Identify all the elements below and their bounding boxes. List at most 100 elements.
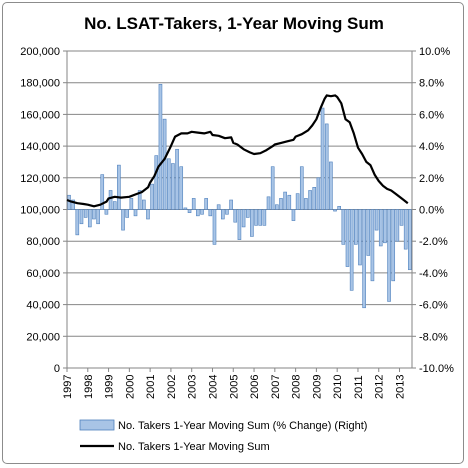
bar	[191, 198, 196, 210]
legend-bar-label: No. Takers 1-Year Moving Sum (% Change) …	[118, 420, 367, 432]
right-axis-labels: -10.0% -8.0% -6.0% -4.0% -2.0% 0.0% 2.0% 4.0% 6.…	[419, 46, 454, 375]
bar	[216, 204, 221, 210]
left-tick-label: 40,000	[26, 300, 60, 312]
bar	[121, 209, 125, 231]
bar	[308, 190, 312, 210]
x-tick-label: 2004	[207, 375, 219, 399]
x-tick-label: 2007	[270, 375, 282, 399]
bar	[245, 209, 250, 218]
bar	[295, 193, 300, 210]
bar	[266, 196, 271, 210]
gridlines	[67, 50, 412, 337]
x-axis-labels: 1997 1998 1999 2000 2001 2002 2003 2004 2005 2006…	[62, 375, 407, 399]
bar	[187, 209, 192, 213]
bar	[112, 201, 117, 210]
bar	[329, 161, 333, 210]
chart-title: No. LSAT-Takers, 1-Year Moving Sum	[84, 14, 384, 33]
right-tick-label: 8.0%	[419, 78, 444, 90]
bar	[374, 209, 379, 231]
right-tick-label: -2.0%	[419, 236, 448, 248]
bar	[341, 209, 346, 245]
bar	[67, 194, 71, 210]
right-tick-label: 6.0%	[419, 109, 444, 121]
bar	[391, 209, 396, 282]
bar	[270, 166, 275, 210]
bar	[179, 166, 184, 210]
bar	[104, 209, 109, 215]
bar	[200, 209, 204, 215]
bar	[171, 163, 175, 210]
bar	[316, 177, 321, 210]
right-tick-label: -4.0%	[419, 268, 448, 280]
legend-line-label: No. Takers 1-Year Moving Sum	[118, 441, 270, 453]
x-tick-label: 2009	[311, 375, 323, 399]
bar-series	[67, 83, 412, 309]
bar	[125, 209, 129, 218]
bar	[408, 209, 412, 271]
bar	[75, 209, 80, 236]
bar	[366, 209, 371, 256]
x-tick-label: 1999	[104, 375, 116, 399]
bar	[154, 155, 159, 210]
x-tick-label: 2011	[353, 375, 365, 399]
bar	[237, 209, 242, 240]
left-axis-labels: 0 20,000 40,000 60,000 80,000 100,000 120,000 1…	[20, 46, 60, 375]
bar	[287, 194, 292, 210]
bar	[166, 158, 171, 210]
bar	[133, 209, 138, 217]
bar	[383, 209, 387, 244]
x-tick-label: 2006	[249, 375, 261, 399]
right-tick-label: -10.0%	[419, 363, 454, 375]
bar	[83, 209, 88, 218]
bar	[250, 209, 254, 237]
bar	[345, 209, 350, 267]
right-tick-label: 10.0%	[419, 46, 450, 58]
bar	[137, 190, 142, 210]
legend: No. Takers 1-Year Moving Sum (% Change) …	[79, 419, 367, 453]
axes	[63, 50, 416, 372]
bar	[399, 209, 404, 226]
right-tick-label: 0.0%	[419, 205, 444, 217]
bar	[304, 198, 308, 210]
bar	[175, 148, 179, 210]
x-tick-label: 2010	[332, 375, 344, 399]
bar	[196, 209, 200, 217]
bar	[220, 209, 225, 220]
x-tick-label: 2000	[124, 375, 136, 399]
bar	[395, 209, 400, 242]
bar	[79, 209, 84, 225]
legend-bar-swatch	[79, 419, 115, 431]
left-tick-label: 100,000	[20, 205, 60, 217]
bar	[100, 174, 105, 210]
right-tick-label: -6.0%	[419, 300, 448, 312]
bar	[146, 209, 150, 220]
right-tick-label: 4.0%	[419, 141, 444, 153]
bar	[225, 209, 229, 215]
bar	[291, 209, 296, 221]
bar	[183, 207, 188, 210]
left-tick-label: 200,000	[20, 46, 60, 58]
x-tick-label: 2013	[395, 375, 407, 399]
bar	[362, 209, 366, 309]
bar	[142, 199, 146, 210]
bar	[212, 209, 217, 245]
bar	[370, 209, 375, 282]
left-tick-label: 160,000	[20, 109, 60, 121]
bar	[233, 209, 238, 223]
right-tick-label: -8.0%	[419, 331, 448, 343]
bar	[312, 187, 317, 210]
x-tick-label: 1997	[62, 375, 74, 399]
bar	[324, 123, 329, 210]
bar	[403, 209, 408, 250]
bar	[275, 204, 279, 210]
bar	[262, 209, 267, 226]
left-tick-label: 60,000	[26, 268, 60, 280]
bar	[129, 198, 134, 210]
bar	[92, 209, 96, 220]
x-tick-label: 2003	[187, 375, 199, 399]
left-tick-label: 140,000	[20, 141, 60, 153]
x-tick-label: 1998	[83, 375, 95, 399]
bar	[117, 164, 121, 210]
x-tick-label: 2001	[145, 375, 157, 399]
